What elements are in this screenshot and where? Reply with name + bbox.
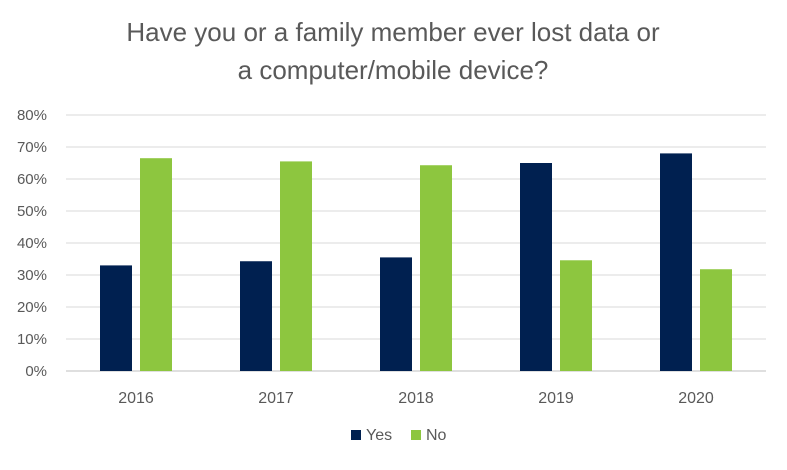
bar-no-2020 (700, 269, 732, 371)
legend-label-no: No (426, 427, 447, 444)
y-tick-label: 0% (25, 363, 47, 380)
bar-yes-2017 (240, 261, 272, 371)
bar-no-2017 (280, 161, 312, 371)
legend-label-yes: Yes (366, 427, 392, 444)
y-tick-label: 20% (17, 299, 47, 316)
legend: Yes No (351, 427, 447, 444)
bar-yes-2019 (520, 163, 552, 371)
y-tick-label: 10% (17, 331, 47, 348)
legend-swatch-yes (351, 430, 361, 440)
bar-no-2016 (140, 158, 172, 371)
legend-swatch-no (411, 430, 421, 440)
y-tick-label: 30% (17, 267, 47, 284)
x-tick-label: 2016 (118, 390, 154, 407)
x-tick-label: 2019 (538, 390, 574, 407)
y-tick-label: 60% (17, 171, 47, 188)
chart-title-line-1: Have you or a family member ever lost da… (126, 17, 660, 47)
y-tick-label: 70% (17, 139, 47, 156)
bar-yes-2016 (100, 265, 132, 371)
x-axis-tick-labels: 2016 2017 2018 2019 2020 (118, 390, 714, 407)
x-tick-label: 2020 (678, 390, 714, 407)
x-tick-label: 2018 (398, 390, 434, 407)
bars (100, 153, 732, 371)
chart-title: Have you or a family member ever lost da… (126, 17, 660, 85)
bar-yes-2020 (660, 153, 692, 371)
bar-no-2019 (560, 260, 592, 371)
bar-yes-2018 (380, 257, 412, 371)
gridlines (66, 114, 766, 372)
y-tick-label: 40% (17, 235, 47, 252)
chart-title-line-2: a computer/mobile device? (238, 55, 549, 85)
bar-no-2018 (420, 165, 452, 371)
y-tick-label: 80% (17, 107, 47, 124)
y-axis-tick-labels: 0% 10% 20% 30% 40% 50% 60% 70% 80% (17, 107, 47, 380)
x-tick-label: 2017 (258, 390, 294, 407)
y-tick-label: 50% (17, 203, 47, 220)
